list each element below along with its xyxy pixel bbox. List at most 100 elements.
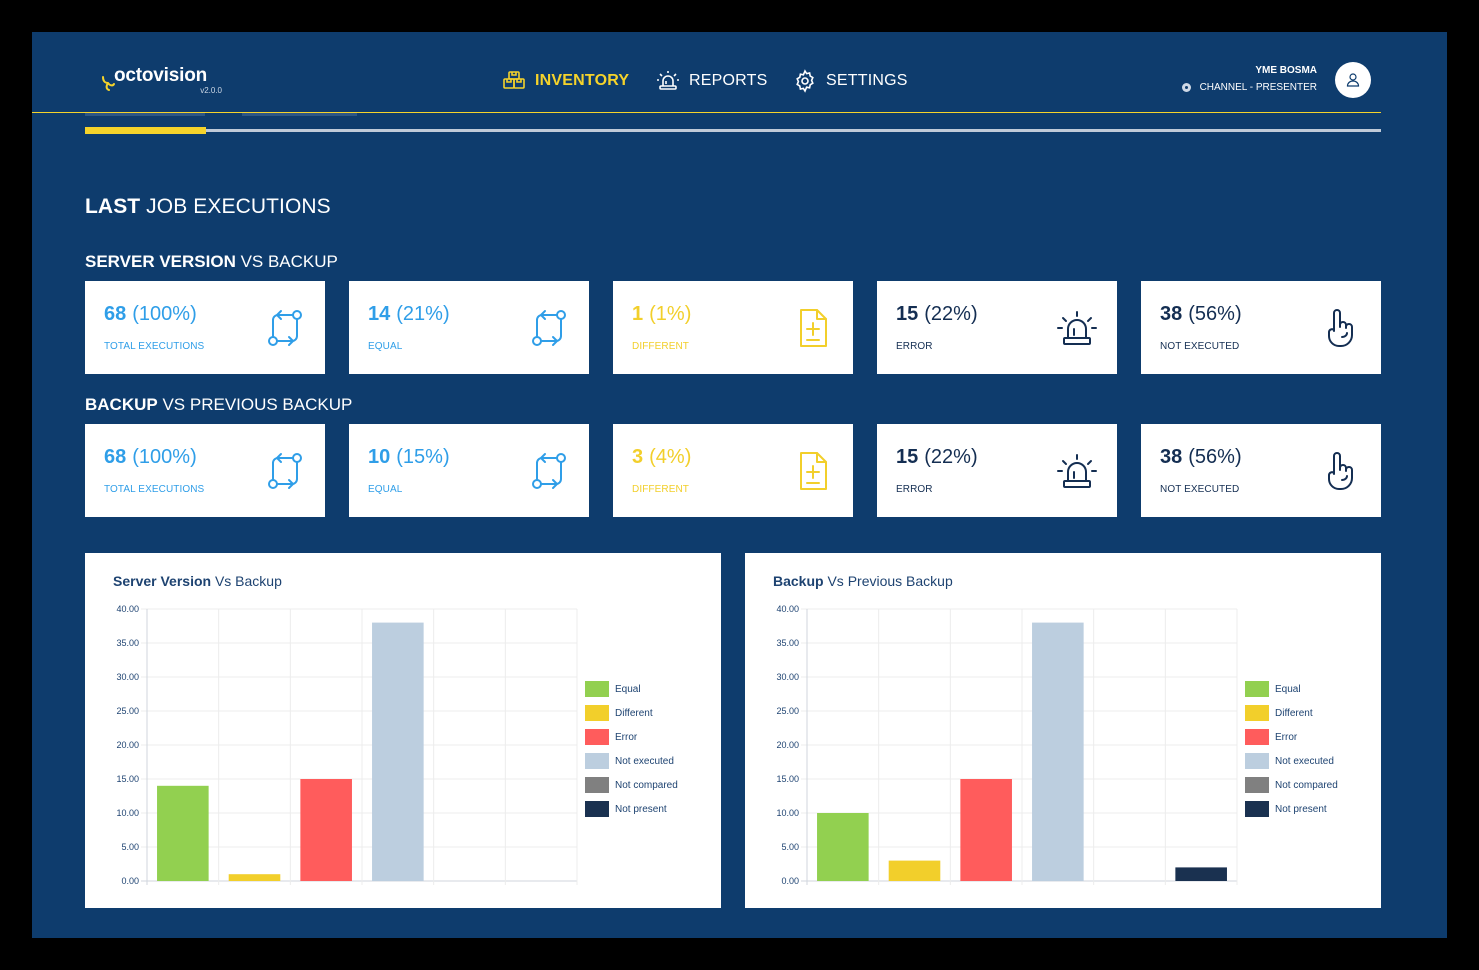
legend-swatch <box>1245 753 1269 769</box>
legend-swatch <box>1245 681 1269 697</box>
stat-card-total-executions[interactable]: 68 (100%) TOTAL EXECUTIONS <box>85 424 325 517</box>
sync-icon <box>528 450 570 492</box>
logo-text: octovision <box>114 65 208 86</box>
legend-swatch <box>585 705 609 721</box>
legend-item-different[interactable]: Different <box>585 701 678 725</box>
section-title-bold: SERVER VERSION <box>85 252 236 271</box>
stat-label: DIFFERENT <box>632 484 690 495</box>
nav-settings-label: SETTINGS <box>826 72 908 89</box>
stat-card-not-executed[interactable]: 38 (56%) NOT EXECUTED <box>1141 424 1381 517</box>
legend-swatch <box>1245 729 1269 745</box>
y-tick-label: 40.00 <box>776 604 799 614</box>
stat-card-different[interactable]: 3 (4%) DIFFERENT <box>613 424 853 517</box>
stat-count: 68 <box>104 303 127 325</box>
chart-title: Backup Vs Previous Backup <box>773 573 953 589</box>
tab-ghost-1 <box>85 113 205 116</box>
stat-label: DIFFERENT <box>632 341 690 352</box>
chart-title-rest: Vs Backup <box>211 573 282 589</box>
stat-count: 14 <box>368 303 391 325</box>
bar-different[interactable] <box>228 874 281 881</box>
y-tick-label: 0.00 <box>121 876 139 886</box>
legend-item-different[interactable]: Different <box>1245 701 1338 725</box>
sync-icon <box>264 450 306 492</box>
nav-settings[interactable]: SETTINGS <box>793 68 908 94</box>
bar-error[interactable] <box>960 779 1012 881</box>
legend-swatch <box>585 681 609 697</box>
bar-not-present[interactable] <box>1175 867 1227 881</box>
legend-label: Equal <box>615 683 641 695</box>
section-title-bold: BACKUP <box>85 395 158 414</box>
stat-card-error[interactable]: 15 (22%) ERROR <box>877 424 1117 517</box>
tab-progress-track <box>85 129 1381 132</box>
stat-count: 68 <box>104 446 127 468</box>
y-tick-label: 25.00 <box>116 706 139 716</box>
diff-file-icon <box>792 307 834 349</box>
stat-card-error[interactable]: 15 (22%) ERROR <box>877 281 1117 374</box>
stat-value: 14 (21%) <box>368 303 450 326</box>
octopus-logo-icon <box>102 76 115 91</box>
stat-count: 38 <box>1160 446 1183 468</box>
bar-error[interactable] <box>300 779 352 881</box>
y-tick-label: 0.00 <box>781 876 799 886</box>
bar-chart: 0.00 5.00 10.00 15.00 20.00 25.00 30.00 35.00 40… <box>116 604 578 886</box>
tab-progress-active[interactable] <box>85 127 206 134</box>
nav-reports[interactable]: REPORTS <box>656 68 767 94</box>
gear-icon <box>796 69 814 93</box>
bar-equal[interactable] <box>817 813 869 881</box>
bar-chart: 0.00 5.00 10.00 15.00 20.00 25.00 30.00 35.00 40… <box>776 604 1238 886</box>
stat-percent: (21%) <box>396 303 450 325</box>
y-tick-label: 20.00 <box>776 740 799 750</box>
stat-card-total-executions[interactable]: 68 (100%) TOTAL EXECUTIONS <box>85 281 325 374</box>
legend-item-equal[interactable]: Equal <box>1245 677 1338 701</box>
chart-title-bold: Backup <box>773 573 824 589</box>
stat-cards-server-vs-backup: 68 (100%) TOTAL EXECUTIONS 14 (21%) EQUAL 1 (1%… <box>85 281 1381 374</box>
legend-item-not-present[interactable]: Not present <box>585 797 678 821</box>
stat-label: ERROR <box>896 341 933 352</box>
stat-label: EQUAL <box>368 341 403 352</box>
stat-label: TOTAL EXECUTIONS <box>104 484 205 495</box>
legend-item-not-present[interactable]: Not present <box>1245 797 1338 821</box>
legend-swatch <box>585 777 609 793</box>
legend-item-error[interactable]: Error <box>1245 725 1338 749</box>
section-title-backup-vs-previous: BACKUP VS PREVIOUS BACKUP <box>85 395 352 415</box>
alarm-icon <box>1056 450 1098 492</box>
legend-item-not-compared[interactable]: Not compared <box>585 773 678 797</box>
legend-item-not-executed[interactable]: Not executed <box>585 749 678 773</box>
y-tick-label: 40.00 <box>116 604 139 614</box>
y-tick-label: 5.00 <box>781 842 799 852</box>
legend-swatch <box>585 729 609 745</box>
legend-item-error[interactable]: Error <box>585 725 678 749</box>
bar-not-executed[interactable] <box>372 622 424 881</box>
alarm-icon <box>1056 307 1098 349</box>
stat-value: 3 (4%) <box>632 446 691 469</box>
legend-swatch <box>1245 801 1269 817</box>
stat-card-different[interactable]: 1 (1%) DIFFERENT <box>613 281 853 374</box>
stat-count: 1 <box>632 303 644 325</box>
nav-reports-label: REPORTS <box>689 72 768 89</box>
legend-item-equal[interactable]: Equal <box>585 677 678 701</box>
boxes-icon <box>503 71 525 89</box>
nav-inventory[interactable]: INVENTORY <box>502 68 629 94</box>
stat-value: 68 (100%) <box>104 446 197 469</box>
stat-card-not-executed[interactable]: 38 (56%) NOT EXECUTED <box>1141 281 1381 374</box>
stat-percent: (15%) <box>396 446 450 468</box>
stat-label: ERROR <box>896 484 933 495</box>
user-avatar[interactable] <box>1335 62 1371 98</box>
y-tick-label: 25.00 <box>776 706 799 716</box>
stat-card-equal[interactable]: 10 (15%) EQUAL <box>349 424 589 517</box>
legend-swatch <box>585 753 609 769</box>
legend-item-not-executed[interactable]: Not executed <box>1245 749 1338 773</box>
logo[interactable]: octovision v2.0.0 <box>100 64 222 98</box>
chart-legend: Equal Different Error Not executed Not compa… <box>585 677 678 821</box>
y-tick-label: 35.00 <box>776 638 799 648</box>
diff-file-icon <box>792 450 834 492</box>
legend-item-not-compared[interactable]: Not compared <box>1245 773 1338 797</box>
bar-equal[interactable] <box>157 785 209 881</box>
user-channel: CHANNEL - PRESENTER <box>1181 82 1317 93</box>
sync-icon <box>528 307 570 349</box>
bar-not-executed[interactable] <box>1032 622 1084 881</box>
stat-card-equal[interactable]: 14 (21%) EQUAL <box>349 281 589 374</box>
bar-different[interactable] <box>888 860 941 881</box>
stat-value: 15 (22%) <box>896 446 978 469</box>
legend-label: Error <box>1275 731 1298 743</box>
